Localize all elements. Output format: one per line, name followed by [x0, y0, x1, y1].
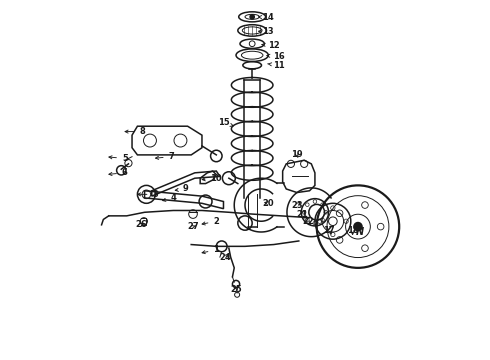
Text: 7: 7 [155, 152, 174, 161]
Text: 17: 17 [323, 226, 335, 235]
Text: 24: 24 [220, 253, 231, 262]
Text: 25: 25 [230, 285, 242, 294]
Text: 20: 20 [263, 199, 274, 208]
Text: 15: 15 [218, 118, 233, 127]
Text: 5: 5 [109, 154, 128, 163]
Text: 1: 1 [202, 246, 219, 255]
Text: 14: 14 [259, 13, 274, 22]
Text: 13: 13 [259, 27, 274, 36]
Text: 11: 11 [268, 61, 285, 70]
Text: 22: 22 [302, 217, 314, 226]
Text: 9: 9 [175, 184, 189, 193]
Text: N: N [356, 227, 364, 237]
Text: 27: 27 [187, 222, 199, 231]
Text: 19: 19 [291, 150, 303, 159]
Text: 21: 21 [296, 210, 308, 219]
Text: 23: 23 [291, 201, 303, 210]
Text: 26: 26 [135, 220, 147, 229]
Text: 3: 3 [138, 190, 158, 199]
Circle shape [250, 15, 254, 19]
Text: 12: 12 [262, 41, 280, 50]
Text: 18: 18 [347, 226, 358, 235]
Text: 8: 8 [125, 127, 146, 136]
Text: 4: 4 [163, 193, 176, 202]
Text: 2: 2 [202, 217, 219, 226]
Text: 6: 6 [109, 168, 128, 177]
Text: 16: 16 [267, 52, 285, 61]
Text: 10: 10 [202, 174, 222, 183]
Circle shape [354, 222, 362, 231]
